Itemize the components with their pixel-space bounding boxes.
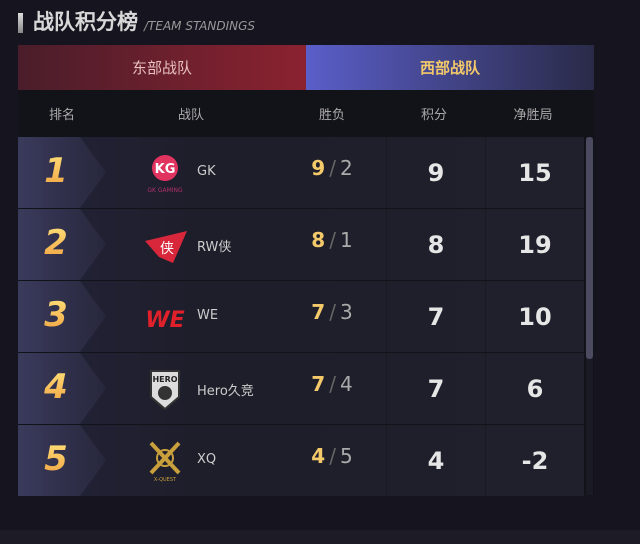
points: 4 (386, 425, 486, 496)
points: 7 (386, 281, 486, 352)
header-team: 战队 (177, 108, 205, 123)
team-name: Hero久竞 (197, 384, 254, 399)
wins: 7 (311, 300, 326, 324)
svg-text:X-QUEST: X-QUEST (154, 477, 177, 483)
rank-number: 3 (44, 295, 68, 335)
title-bar-decoration (18, 13, 23, 33)
standings-table: 排名 战队 胜负 积分 净胜局 1 KG GK GAMING GK 9/2 9 1… (18, 90, 594, 496)
svg-text:侠: 侠 (160, 241, 174, 257)
rank-badge: 1 (18, 137, 106, 208)
title-cn: 战队积分榜 (33, 10, 138, 34)
separator: / (329, 372, 336, 396)
losses: 2 (339, 156, 353, 180)
points: 8 (386, 209, 486, 280)
xq-logo-icon: X-QUEST (143, 439, 187, 483)
losses: 3 (339, 300, 353, 324)
losses: 1 (339, 228, 353, 252)
hero-logo-icon: HERO (143, 367, 187, 411)
rank-number: 1 (44, 151, 68, 191)
title-en: /TEAM STANDINGS (144, 19, 256, 33)
net-wins: -2 (521, 446, 549, 475)
wins: 7 (311, 372, 326, 396)
separator: / (329, 228, 336, 252)
team-name: XQ (197, 452, 217, 467)
header-wl: 胜负 (318, 108, 346, 123)
svg-text:HERO: HERO (152, 375, 177, 384)
rank-badge: 5 (18, 425, 106, 496)
rank-number: 2 (44, 223, 68, 263)
separator: / (329, 300, 336, 324)
tab-east[interactable]: 东部战队 (18, 45, 306, 90)
scrollbar[interactable] (586, 137, 593, 495)
table-header: 排名 战队 胜负 积分 净胜局 (18, 90, 594, 137)
table-row[interactable]: 3 WE WE 7/3 7 10 (18, 281, 584, 352)
net-wins: 10 (518, 302, 552, 331)
header-rank: 排名 (48, 108, 76, 123)
separator: / (329, 444, 336, 468)
losses: 5 (339, 444, 353, 468)
team-name: RW侠 (197, 240, 232, 255)
rank-badge: 3 (18, 281, 106, 352)
win-loss: 7/4 (297, 372, 367, 396)
header-net: 净胜局 (513, 108, 553, 123)
rank-number: 5 (44, 439, 68, 479)
svg-text:WE: WE (145, 308, 184, 333)
table-row[interactable]: 2 侠 RW侠 8/1 8 19 (18, 209, 584, 280)
points: 9 (386, 137, 486, 208)
header-points: 积分 (420, 108, 448, 123)
tab-west[interactable]: 西部战队 (306, 45, 594, 90)
net-wins: 15 (518, 158, 552, 187)
conference-tabs: 东部战队 西部战队 (18, 45, 594, 90)
svg-text:GK GAMING: GK GAMING (147, 187, 183, 194)
rank-number: 4 (44, 367, 68, 407)
wins: 4 (311, 444, 326, 468)
net-wins: 6 (526, 374, 544, 403)
team-name: WE (197, 308, 219, 323)
separator: / (329, 156, 336, 180)
table-row[interactable]: 5 X-QUEST XQ 4/5 4 -2 (18, 425, 584, 496)
net-wins: 19 (518, 230, 552, 259)
rw-logo-icon: 侠 (143, 223, 187, 267)
svg-text:KG: KG (155, 162, 176, 177)
wins: 8 (311, 228, 326, 252)
gk-logo-icon: KG GK GAMING (143, 151, 187, 195)
team-name: GK (197, 164, 216, 179)
win-loss: 7/3 (297, 300, 367, 324)
table-row[interactable]: 1 KG GK GAMING GK 9/2 9 15 (18, 137, 584, 208)
win-loss: 9/2 (297, 156, 367, 180)
rank-badge: 2 (18, 209, 106, 280)
win-loss: 8/1 (297, 228, 367, 252)
rank-badge: 4 (18, 353, 106, 424)
we-logo-icon: WE (143, 295, 187, 339)
section-title: 战队积分榜 /TEAM STANDINGS (18, 6, 255, 36)
table-row[interactable]: 4 HERO Hero久竞 7/4 7 6 (18, 353, 584, 424)
losses: 4 (339, 372, 353, 396)
points: 7 (386, 353, 486, 424)
scrollbar-thumb[interactable] (586, 137, 593, 359)
footer-strip (0, 530, 640, 544)
wins: 9 (311, 156, 326, 180)
win-loss: 4/5 (297, 444, 367, 468)
